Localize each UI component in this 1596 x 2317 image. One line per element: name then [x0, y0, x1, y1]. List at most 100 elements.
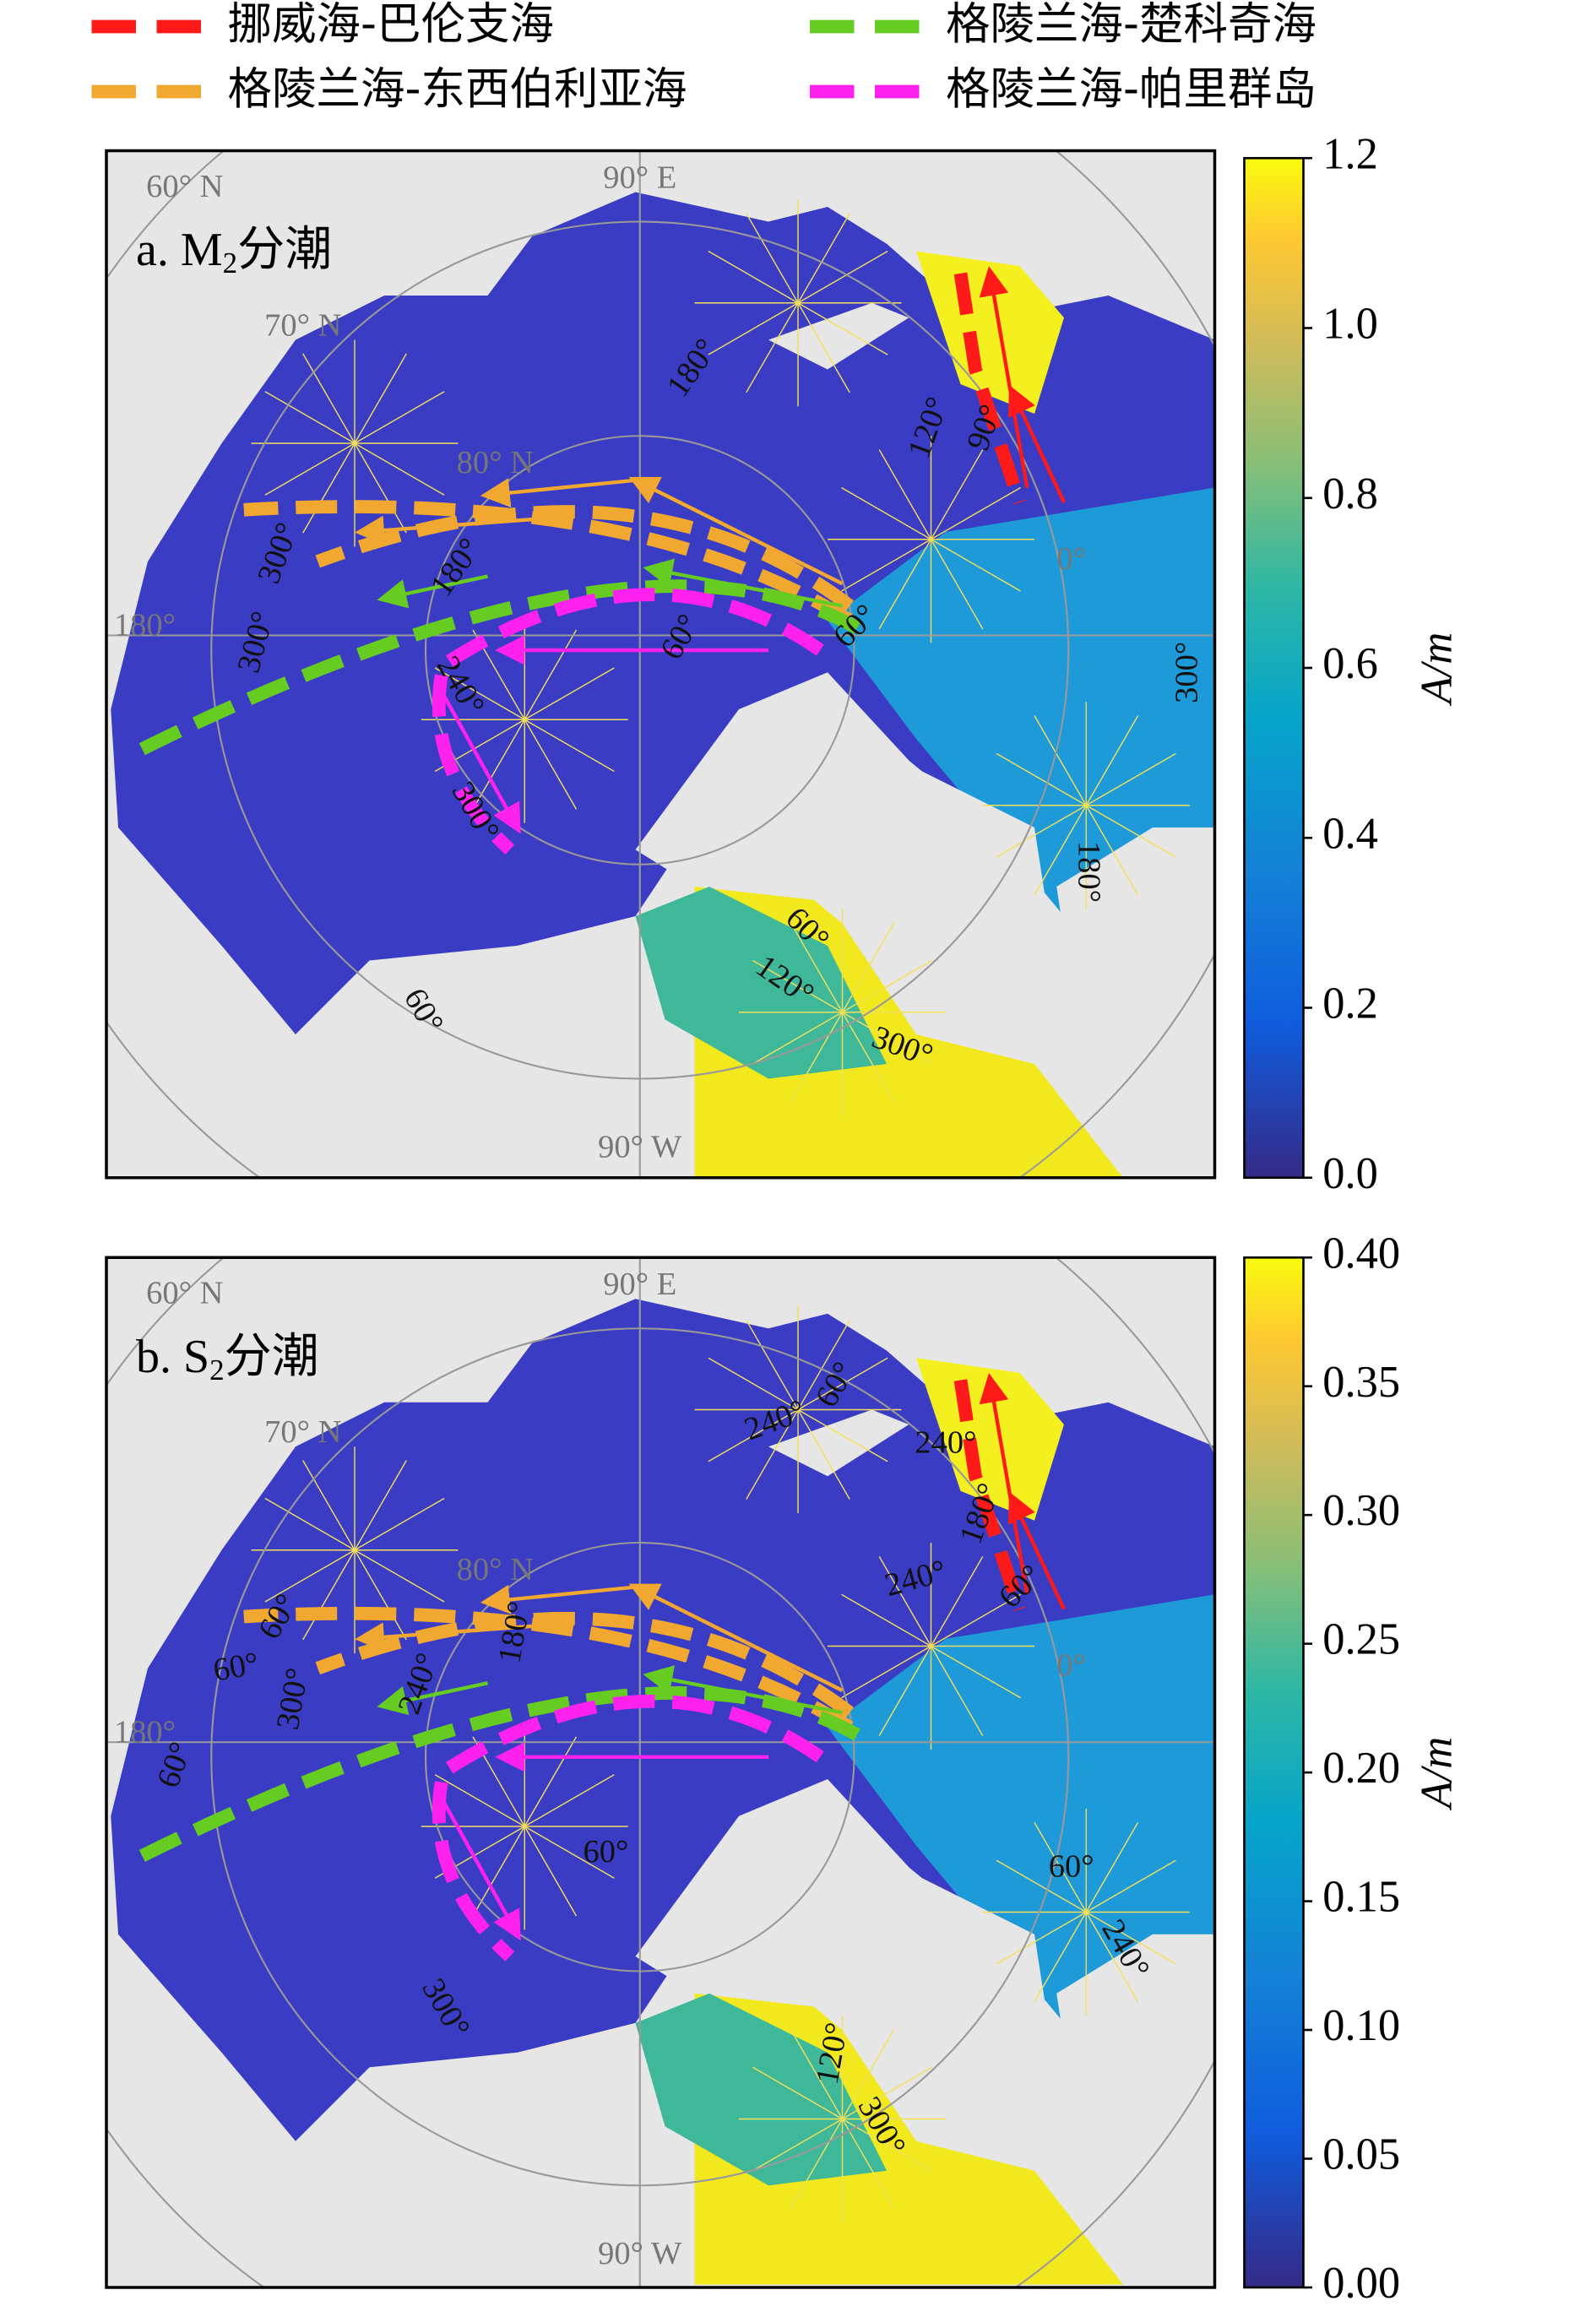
- route-dashed: [129, 579, 860, 760]
- contour: [524, 1826, 615, 1879]
- grid-label: 70° N: [264, 1414, 341, 1450]
- contour: [1085, 1822, 1139, 1913]
- contour: [264, 1497, 356, 1551]
- ocean-green: [635, 1993, 887, 2186]
- colorbar-tick-label: 0.10: [1322, 2001, 1400, 2050]
- contour: [1085, 752, 1176, 806]
- contour: [930, 449, 984, 540]
- contour: [930, 1556, 984, 1647]
- contour: [434, 667, 525, 720]
- contour: [752, 2118, 843, 2172]
- route-dashed: [243, 1606, 854, 1734]
- contour: [797, 250, 888, 304]
- route-dashed: [315, 505, 855, 611]
- grid-label: 60° N: [146, 1276, 223, 1311]
- colorbar-tick-label: 0.35: [1322, 1358, 1400, 1407]
- contour: [931, 539, 1021, 592]
- contour: [264, 442, 356, 496]
- contour: [797, 1409, 850, 1500]
- colorbar: [1243, 156, 1305, 1180]
- route-arrow: [1007, 384, 1066, 503]
- colorbar-tick-label: 0.40: [1322, 1229, 1400, 1278]
- land-greenland: [635, 672, 1064, 1034]
- phase-label: 180°: [1071, 841, 1106, 903]
- contour: [797, 1320, 850, 1410]
- contour: [797, 1357, 888, 1411]
- grid-label: 90° W: [598, 1129, 682, 1164]
- contour: [354, 442, 407, 534]
- grid-label: 80° N: [457, 445, 534, 480]
- contour: [790, 2119, 844, 2209]
- route-arrow: [1007, 1491, 1066, 1610]
- contour: [790, 1012, 844, 1103]
- grid-label: 80° N: [457, 1552, 534, 1587]
- contour: [841, 1012, 895, 1103]
- phase-label: 60°: [210, 1646, 261, 1689]
- grid-label: 90° E: [603, 1267, 676, 1302]
- colorbar-tick-label: 1.0: [1322, 300, 1378, 349]
- contour: [524, 1774, 615, 1827]
- ocean-mid: [828, 487, 1215, 916]
- panel-label-part: 2: [209, 1354, 225, 1386]
- contour: [797, 213, 850, 304]
- contour: [878, 1646, 932, 1736]
- contour: [790, 2029, 844, 2119]
- contour: [752, 1012, 843, 1065]
- panel-label-part: b. S: [136, 1331, 209, 1383]
- phase-label: 300°: [1170, 642, 1205, 703]
- contour: [524, 629, 578, 720]
- contour: [797, 302, 888, 355]
- contour: [708, 302, 799, 355]
- contour: [1085, 805, 1176, 858]
- route-arrow: [355, 515, 562, 545]
- contour: [708, 250, 799, 304]
- colorbar-tick-label: 0.6: [1322, 639, 1378, 688]
- contour: [996, 1859, 1087, 1913]
- colorbar-tick-label: 0.05: [1322, 2130, 1400, 2179]
- contour: [1034, 1912, 1087, 2002]
- route-dashed: [315, 1611, 855, 1718]
- contour: [524, 719, 578, 810]
- route-arrow: [355, 1622, 562, 1652]
- contour: [996, 1911, 1087, 1965]
- route-arrow: [480, 478, 636, 508]
- panel-label-part: 2: [223, 247, 238, 279]
- contour: [524, 719, 615, 773]
- map-frame: [105, 149, 1217, 1180]
- contour: [1085, 805, 1139, 896]
- contour: [524, 1736, 578, 1827]
- colorbar-label: A/m: [1412, 1737, 1461, 1811]
- contour: [524, 667, 615, 720]
- ocean-yellow: [916, 1358, 1064, 1521]
- contour: [841, 539, 931, 592]
- contour: [708, 1357, 799, 1411]
- colorbar-tick-label: 0.2: [1322, 979, 1378, 1028]
- contour: [996, 805, 1087, 858]
- panel-label-part: 分潮: [237, 224, 332, 276]
- phase-label: 240°: [915, 1424, 976, 1460]
- route-arrow: [628, 1583, 844, 1692]
- phase-label: 60°: [1049, 1849, 1094, 1885]
- ocean-green: [635, 887, 887, 1079]
- contour: [264, 391, 356, 444]
- contour: [746, 1320, 799, 1410]
- contour: [1085, 1911, 1176, 1965]
- colorbar-tick-label: 0.25: [1322, 1615, 1400, 1664]
- ocean-mid: [828, 1594, 1215, 2023]
- grid-label: 60° N: [146, 169, 223, 204]
- land-scandinavia: [1056, 828, 1215, 1178]
- grid-label: 0°: [1056, 1648, 1086, 1684]
- contour: [1085, 1912, 1139, 2002]
- grid-label: 0°: [1056, 541, 1086, 577]
- legend-label: 格陵兰海-帕里群岛: [946, 63, 1316, 115]
- route-arrow: [979, 1372, 1029, 1595]
- route-arrow: [480, 1584, 636, 1614]
- land-greenland: [635, 1779, 1064, 2141]
- contour: [842, 2066, 932, 2120]
- map: [106, 1257, 1215, 2287]
- colorbar-tick-label: 0.4: [1322, 809, 1378, 858]
- map-frame: [105, 1256, 1217, 2289]
- contour: [1085, 715, 1139, 806]
- contour: [841, 922, 895, 1013]
